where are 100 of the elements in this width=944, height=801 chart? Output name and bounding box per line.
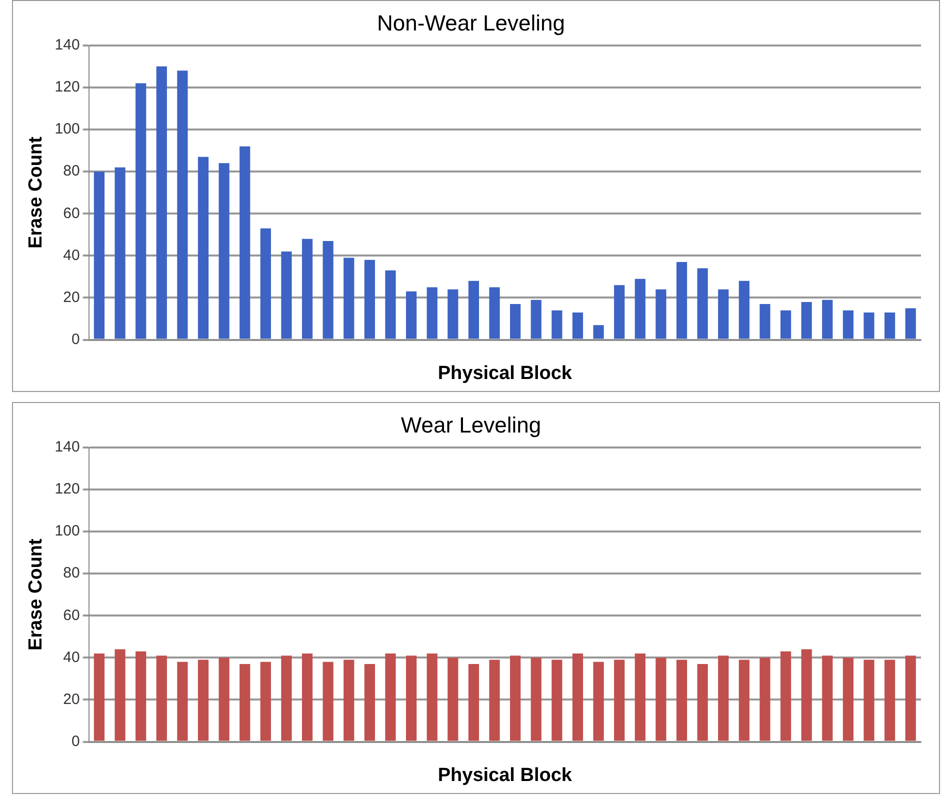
y-tick-label: 140 bbox=[54, 36, 80, 54]
bar bbox=[489, 660, 500, 741]
bar bbox=[738, 660, 750, 741]
bar bbox=[510, 304, 521, 339]
bar bbox=[697, 268, 708, 339]
bar bbox=[760, 658, 770, 741]
chart-title: Wear Leveling bbox=[400, 412, 542, 438]
bar bbox=[614, 660, 625, 741]
bar bbox=[552, 310, 562, 339]
bar bbox=[426, 287, 438, 339]
y-tick-label: 80 bbox=[63, 162, 80, 180]
bar bbox=[718, 289, 729, 339]
bar bbox=[530, 658, 542, 741]
bar bbox=[114, 649, 126, 741]
bar bbox=[302, 653, 313, 741]
bar bbox=[177, 70, 188, 339]
bar bbox=[718, 656, 729, 741]
bar bbox=[572, 653, 584, 741]
bar bbox=[780, 651, 792, 741]
y-tick-label: 0 bbox=[71, 330, 80, 348]
y-tick-label: 40 bbox=[63, 648, 80, 666]
bar bbox=[218, 163, 230, 339]
bar bbox=[822, 656, 833, 741]
bar bbox=[364, 664, 375, 741]
bar bbox=[634, 653, 646, 741]
bar bbox=[572, 312, 584, 339]
y-axis-title: Erase Count bbox=[26, 136, 47, 249]
bar bbox=[322, 662, 334, 741]
bar bbox=[864, 312, 874, 339]
bar bbox=[593, 325, 604, 339]
bar bbox=[114, 167, 126, 339]
bar bbox=[842, 310, 854, 339]
bar bbox=[634, 278, 646, 339]
bar bbox=[260, 228, 271, 339]
y-axis-title: Erase Count bbox=[26, 538, 47, 651]
y-tick-label: 100 bbox=[54, 120, 80, 138]
bar bbox=[136, 83, 146, 339]
bar bbox=[344, 258, 354, 339]
bar bbox=[801, 649, 812, 741]
bar bbox=[281, 656, 292, 741]
bar bbox=[801, 302, 812, 339]
bar bbox=[676, 660, 688, 741]
bar bbox=[760, 304, 770, 339]
bar bbox=[281, 251, 292, 339]
y-tick-label: 140 bbox=[54, 438, 80, 456]
bar bbox=[656, 658, 666, 741]
bar bbox=[198, 156, 209, 339]
bar bbox=[260, 662, 271, 741]
bar bbox=[593, 662, 604, 741]
bar bbox=[177, 662, 188, 741]
bar bbox=[240, 664, 250, 741]
y-tick-label: 40 bbox=[63, 246, 80, 264]
bar bbox=[344, 660, 354, 741]
bar bbox=[406, 656, 417, 741]
bar bbox=[156, 66, 167, 339]
bar bbox=[884, 312, 896, 339]
bar bbox=[406, 291, 417, 339]
bar bbox=[510, 656, 521, 741]
bar bbox=[468, 280, 480, 339]
bar bbox=[218, 658, 230, 741]
x-axis-title: Physical Block bbox=[438, 362, 572, 384]
bar bbox=[385, 270, 396, 339]
y-tick-label: 120 bbox=[54, 78, 80, 96]
bar bbox=[905, 656, 916, 741]
x-axis-title: Physical Block bbox=[438, 764, 572, 786]
bar bbox=[156, 656, 167, 741]
y-tick-label: 120 bbox=[54, 480, 80, 498]
bar bbox=[864, 660, 874, 741]
bar bbox=[489, 287, 500, 339]
bar bbox=[884, 660, 896, 741]
bar bbox=[822, 300, 833, 339]
bar bbox=[676, 262, 688, 339]
bar bbox=[448, 289, 458, 339]
y-tick-label: 60 bbox=[63, 606, 80, 624]
bar bbox=[905, 308, 916, 339]
bar bbox=[94, 172, 105, 339]
bar bbox=[842, 658, 854, 741]
bar bbox=[322, 240, 334, 339]
bar bbox=[656, 289, 666, 339]
y-tick-label: 20 bbox=[63, 288, 80, 306]
bar bbox=[780, 310, 792, 339]
bar bbox=[448, 658, 458, 741]
y-tick-label: 100 bbox=[54, 522, 80, 540]
bar bbox=[364, 260, 375, 339]
bar bbox=[302, 238, 313, 339]
bar bbox=[198, 660, 209, 741]
bar bbox=[530, 300, 542, 339]
bar bbox=[552, 660, 562, 741]
bar bbox=[426, 653, 438, 741]
y-tick-label: 60 bbox=[63, 204, 80, 222]
bar bbox=[697, 664, 708, 741]
bar bbox=[614, 285, 625, 339]
bar bbox=[385, 653, 396, 741]
bar bbox=[94, 653, 105, 741]
bar bbox=[136, 651, 146, 741]
y-tick-label: 20 bbox=[63, 690, 80, 708]
bar bbox=[240, 146, 250, 339]
y-tick-label: 80 bbox=[63, 564, 80, 582]
chart-title: Non-Wear Leveling bbox=[377, 10, 565, 36]
bar bbox=[738, 280, 750, 339]
